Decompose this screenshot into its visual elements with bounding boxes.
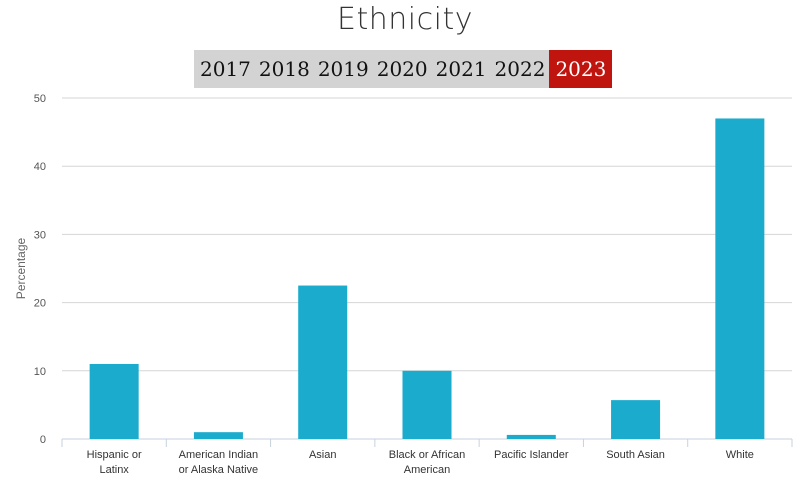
year-button-2020[interactable]: 2020 bbox=[376, 57, 428, 81]
bar-1[interactable] bbox=[193, 432, 243, 439]
year-button-2019[interactable]: 2019 bbox=[317, 57, 369, 81]
year-button-2018[interactable]: 2018 bbox=[258, 57, 310, 81]
x-tick-label-line: Black or African bbox=[389, 449, 465, 461]
y-tick-label: 20 bbox=[34, 298, 46, 310]
x-tick-label: South Asian bbox=[606, 449, 665, 461]
bar-5[interactable] bbox=[611, 400, 661, 439]
bar-4[interactable] bbox=[506, 434, 556, 439]
bar-3[interactable] bbox=[402, 370, 452, 439]
bar-6[interactable] bbox=[715, 118, 765, 440]
x-tick-label-line: Pacific Islander bbox=[494, 449, 569, 461]
bar-0[interactable] bbox=[89, 363, 139, 439]
y-axis-label: Percentage bbox=[14, 237, 28, 299]
x-tick-label-line: or Alaska Native bbox=[179, 464, 258, 476]
y-tick-label: 10 bbox=[34, 366, 46, 378]
y-tick-label: 30 bbox=[34, 229, 46, 241]
y-tick-label: 0 bbox=[40, 434, 46, 446]
y-tick-label: 40 bbox=[34, 161, 46, 173]
year-button-2023[interactable]: 2023 bbox=[549, 50, 613, 88]
chart-title: Ethnicity bbox=[337, 2, 473, 37]
x-tick-label-line: Hispanic or bbox=[87, 449, 142, 461]
year-selector: 2017 2018 2019 2020 2021 2022 2023 bbox=[194, 50, 613, 88]
x-tick-label: Black or African American bbox=[389, 449, 465, 476]
x-tick-label-line: American Indian bbox=[179, 449, 259, 461]
x-tick-label-line: Asian bbox=[309, 449, 337, 461]
x-tick-label-line: American bbox=[404, 464, 450, 476]
bar-2[interactable] bbox=[298, 285, 348, 439]
x-tick-label: Hispanic or Latinx bbox=[87, 449, 142, 476]
x-tick-label-line: White bbox=[726, 449, 754, 461]
y-tick-label: 50 bbox=[34, 93, 46, 105]
x-tick-label: Pacific Islander bbox=[494, 449, 569, 461]
x-tick-label: White bbox=[726, 449, 754, 461]
x-tick-label-line: Latinx bbox=[99, 464, 129, 476]
year-button-2017[interactable]: 2017 bbox=[200, 57, 251, 81]
x-tick-label: American Indian or Alaska Native bbox=[179, 449, 259, 476]
x-tick-label: Asian bbox=[309, 449, 337, 461]
x-tick-label-line: South Asian bbox=[606, 449, 665, 461]
year-button-2021[interactable]: 2021 bbox=[435, 57, 487, 81]
year-button-2022[interactable]: 2022 bbox=[494, 57, 546, 81]
